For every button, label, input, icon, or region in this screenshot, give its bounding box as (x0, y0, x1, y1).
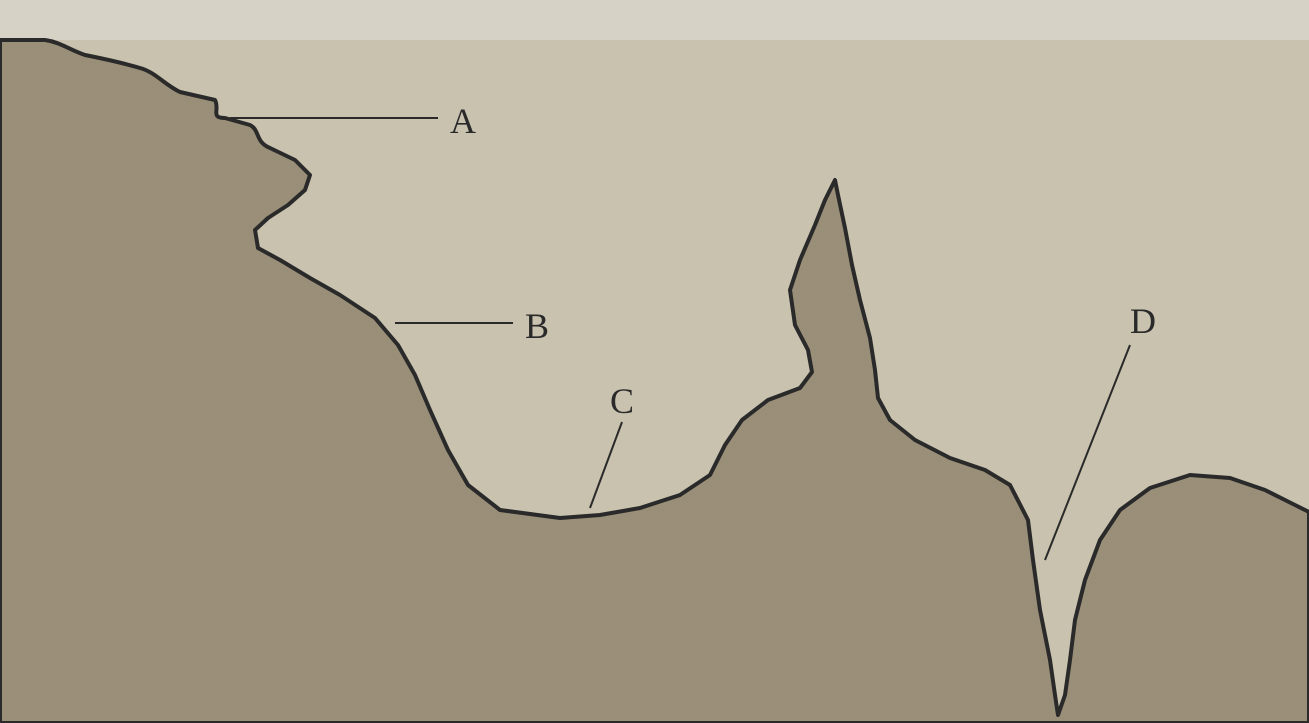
diagram-svg (0, 0, 1309, 723)
label-b: B (525, 305, 549, 347)
ocean-floor-diagram: A B C D (0, 0, 1309, 723)
label-c: C (610, 380, 634, 422)
label-a: A (450, 100, 476, 142)
label-d: D (1130, 300, 1156, 342)
sky-region (0, 0, 1309, 40)
